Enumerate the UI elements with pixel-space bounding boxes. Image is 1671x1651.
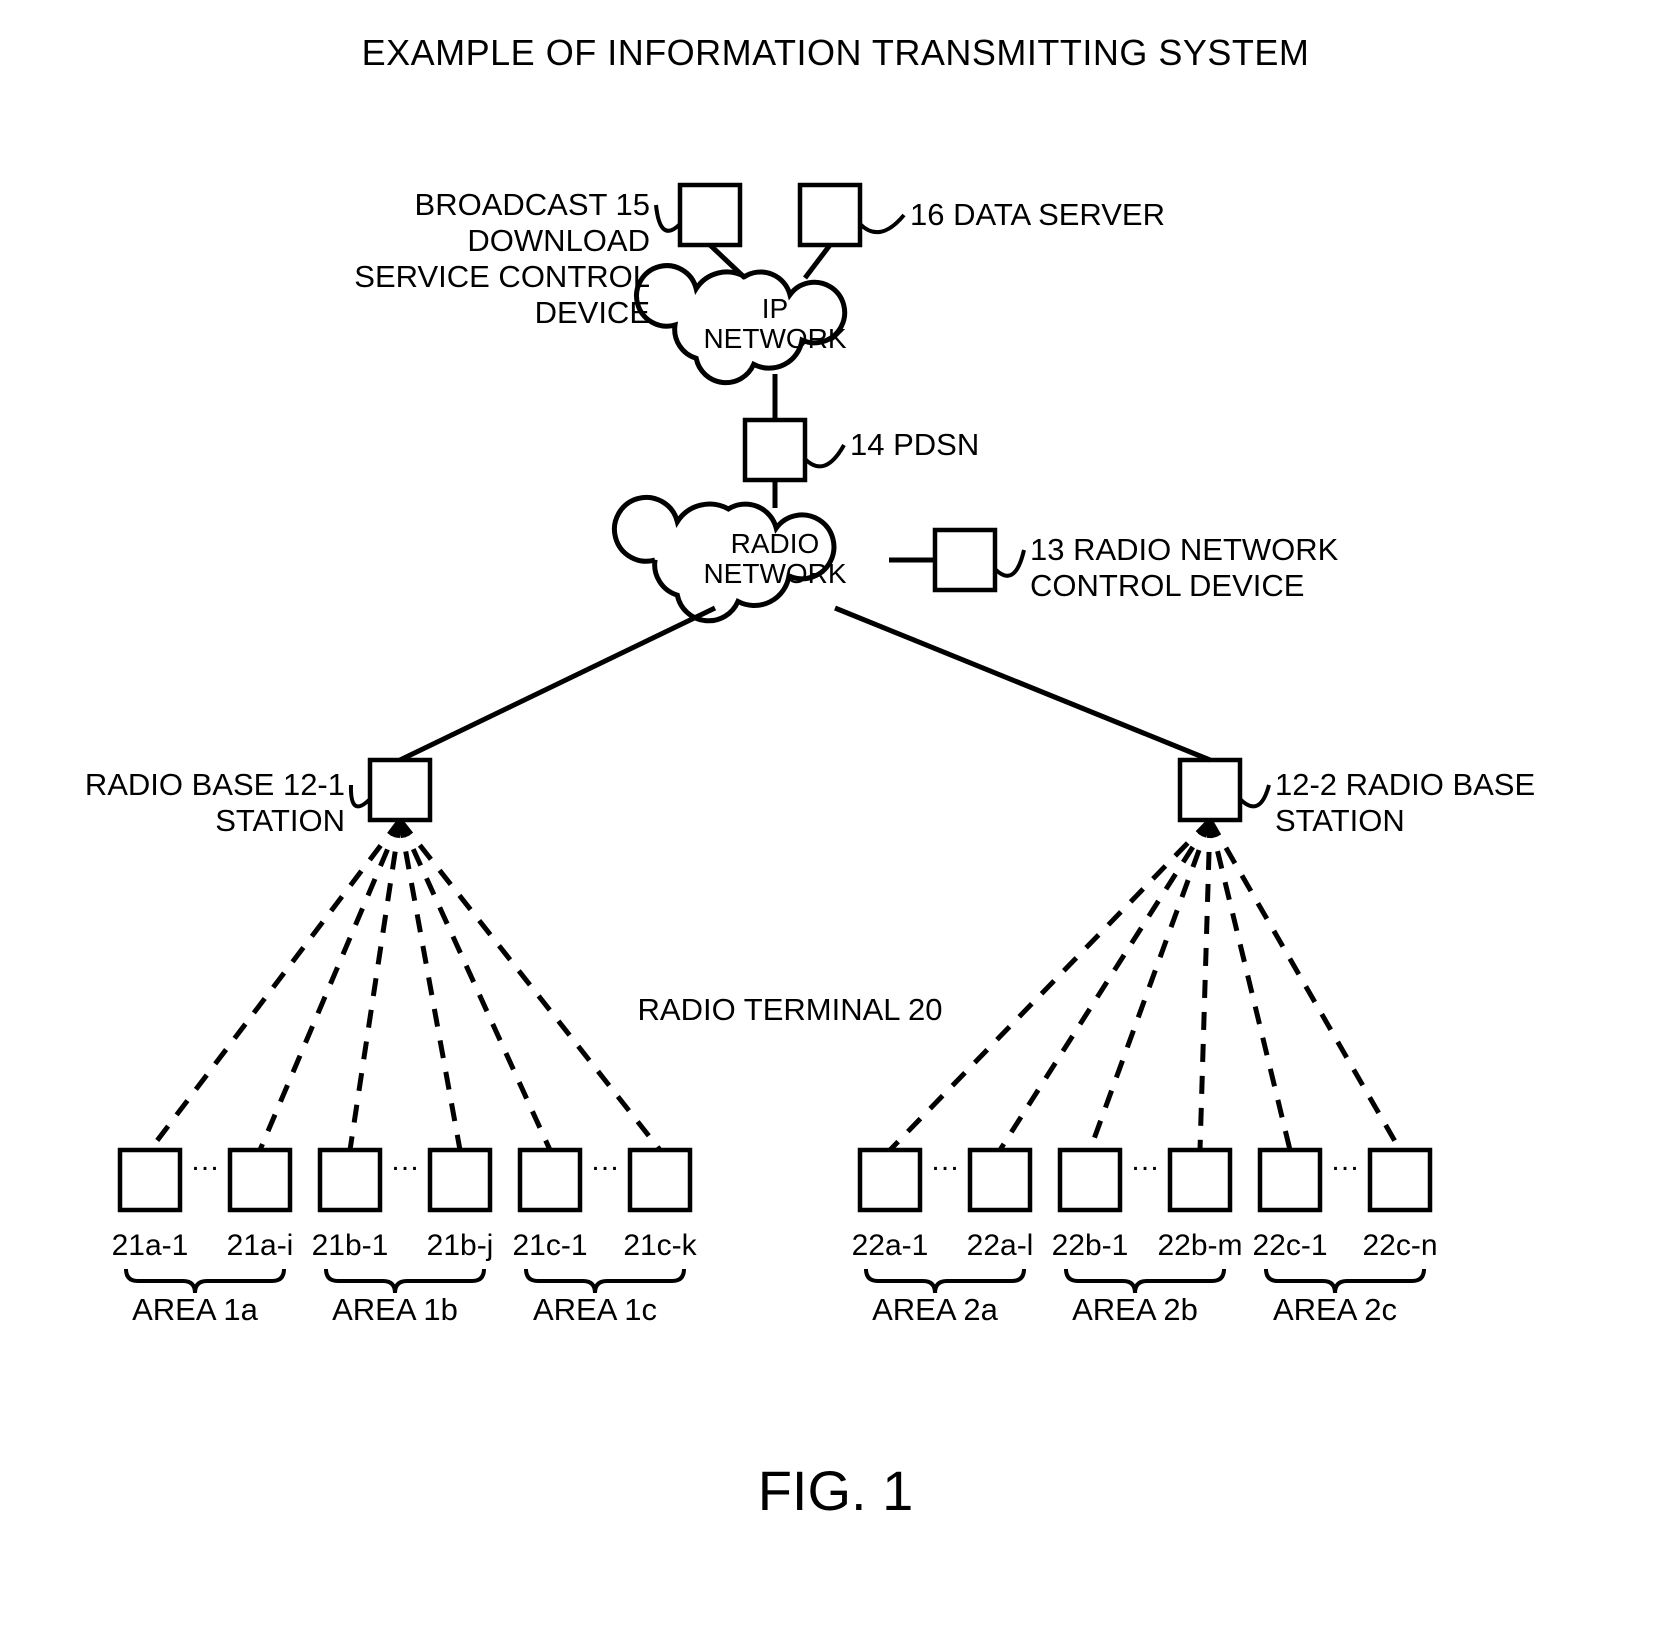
ellipsis: …: [190, 1144, 220, 1177]
leader-box13: [995, 550, 1024, 576]
terminal-box: [860, 1150, 920, 1210]
terminal-label: 21b-1: [312, 1229, 389, 1262]
terminal-label: 22c-1: [1252, 1229, 1327, 1262]
terminal-box: [1260, 1150, 1320, 1210]
label-box13: CONTROL DEVICE: [1030, 568, 1304, 603]
terminal-box: [1060, 1150, 1120, 1210]
edge: [890, 820, 1210, 1150]
terminal-box: [1370, 1150, 1430, 1210]
label-box12_2: 12-2 RADIO BASE: [1275, 767, 1535, 802]
terminal-box: [970, 1150, 1030, 1210]
area-label: AREA 2c: [1273, 1292, 1397, 1327]
edge: [1200, 820, 1210, 1150]
edge: [835, 608, 1210, 760]
leader-box12_2: [1240, 785, 1269, 806]
edge: [400, 820, 660, 1150]
edge: [400, 608, 715, 760]
edge: [350, 820, 400, 1150]
ellipsis: …: [1330, 1144, 1360, 1177]
terminal-box: [230, 1150, 290, 1210]
leader-box15: [656, 205, 680, 231]
ellipsis: …: [390, 1144, 420, 1177]
ipcloud-label: NETWORK: [703, 323, 846, 354]
label-box12_2: STATION: [1275, 803, 1405, 838]
ipcloud-label: IP: [762, 293, 788, 324]
label-box15: DOWNLOAD: [467, 223, 650, 258]
node-box16: [800, 185, 860, 245]
label-box15: BROADCAST 15: [415, 187, 650, 222]
radiocloud-label: RADIO: [731, 528, 820, 559]
label-box12_1: RADIO BASE 12-1: [85, 767, 345, 802]
area-label: AREA 1a: [132, 1292, 259, 1327]
leader-box14: [805, 445, 844, 466]
terminal-label: 21a-i: [227, 1229, 294, 1262]
terminal-box: [630, 1150, 690, 1210]
ellipsis: …: [590, 1144, 620, 1177]
leader-box16: [860, 215, 904, 232]
terminal-label: 21b-j: [427, 1229, 494, 1262]
label-box16: 16 DATA SERVER: [910, 197, 1165, 232]
node-box13: [935, 530, 995, 590]
radio-terminal-label: RADIO TERMINAL 20: [638, 992, 943, 1027]
terminal-label: 22a-1: [852, 1229, 929, 1262]
ellipsis: …: [1130, 1144, 1160, 1177]
terminal-label: 22a-l: [967, 1229, 1034, 1262]
edge: [400, 820, 460, 1150]
edge: [1090, 820, 1210, 1150]
label-box15: SERVICE CONTROL: [354, 259, 650, 294]
label-box12_1: STATION: [215, 803, 345, 838]
node-box15: [680, 185, 740, 245]
edge: [1000, 820, 1210, 1150]
diagram-title: EXAMPLE OF INFORMATION TRANSMITTING SYST…: [362, 32, 1310, 73]
terminal-label: 22b-m: [1157, 1229, 1242, 1262]
area-label: AREA 2b: [1072, 1292, 1198, 1327]
area-brace: [526, 1269, 684, 1293]
terminal-box: [430, 1150, 490, 1210]
area-label: AREA 1b: [332, 1292, 458, 1327]
edge: [150, 820, 400, 1150]
leader-box12_1: [351, 785, 370, 806]
ellipsis: …: [930, 1144, 960, 1177]
label-box13: 13 RADIO NETWORK: [1030, 532, 1339, 567]
node-box12_1: [370, 760, 430, 820]
area-brace: [126, 1269, 284, 1293]
edge: [805, 245, 830, 278]
area-brace: [866, 1269, 1024, 1293]
area-label: AREA 2a: [872, 1292, 999, 1327]
terminal-box: [520, 1150, 580, 1210]
terminal-box: [120, 1150, 180, 1210]
figure-caption: FIG. 1: [758, 1459, 914, 1522]
edge: [1210, 820, 1400, 1150]
terminal-label: 21c-1: [512, 1229, 587, 1262]
area-brace: [326, 1269, 484, 1293]
edge: [260, 820, 400, 1150]
terminal-label: 22c-n: [1362, 1229, 1437, 1262]
terminal-label: 21a-1: [112, 1229, 189, 1262]
edge: [1210, 820, 1290, 1150]
terminal-box: [320, 1150, 380, 1210]
node-box12_2: [1180, 760, 1240, 820]
terminal-label: 21c-k: [623, 1229, 697, 1262]
terminal-label: 22b-1: [1052, 1229, 1129, 1262]
area-brace: [1266, 1269, 1424, 1293]
area-label: AREA 1c: [533, 1292, 657, 1327]
area-brace: [1066, 1269, 1224, 1293]
terminal-box: [1170, 1150, 1230, 1210]
diagram-canvas: EXAMPLE OF INFORMATION TRANSMITTING SYST…: [0, 0, 1671, 1651]
label-box15: DEVICE: [535, 295, 650, 330]
node-box14: [745, 420, 805, 480]
radiocloud-label: NETWORK: [703, 558, 846, 589]
label-box14: 14 PDSN: [850, 427, 979, 462]
